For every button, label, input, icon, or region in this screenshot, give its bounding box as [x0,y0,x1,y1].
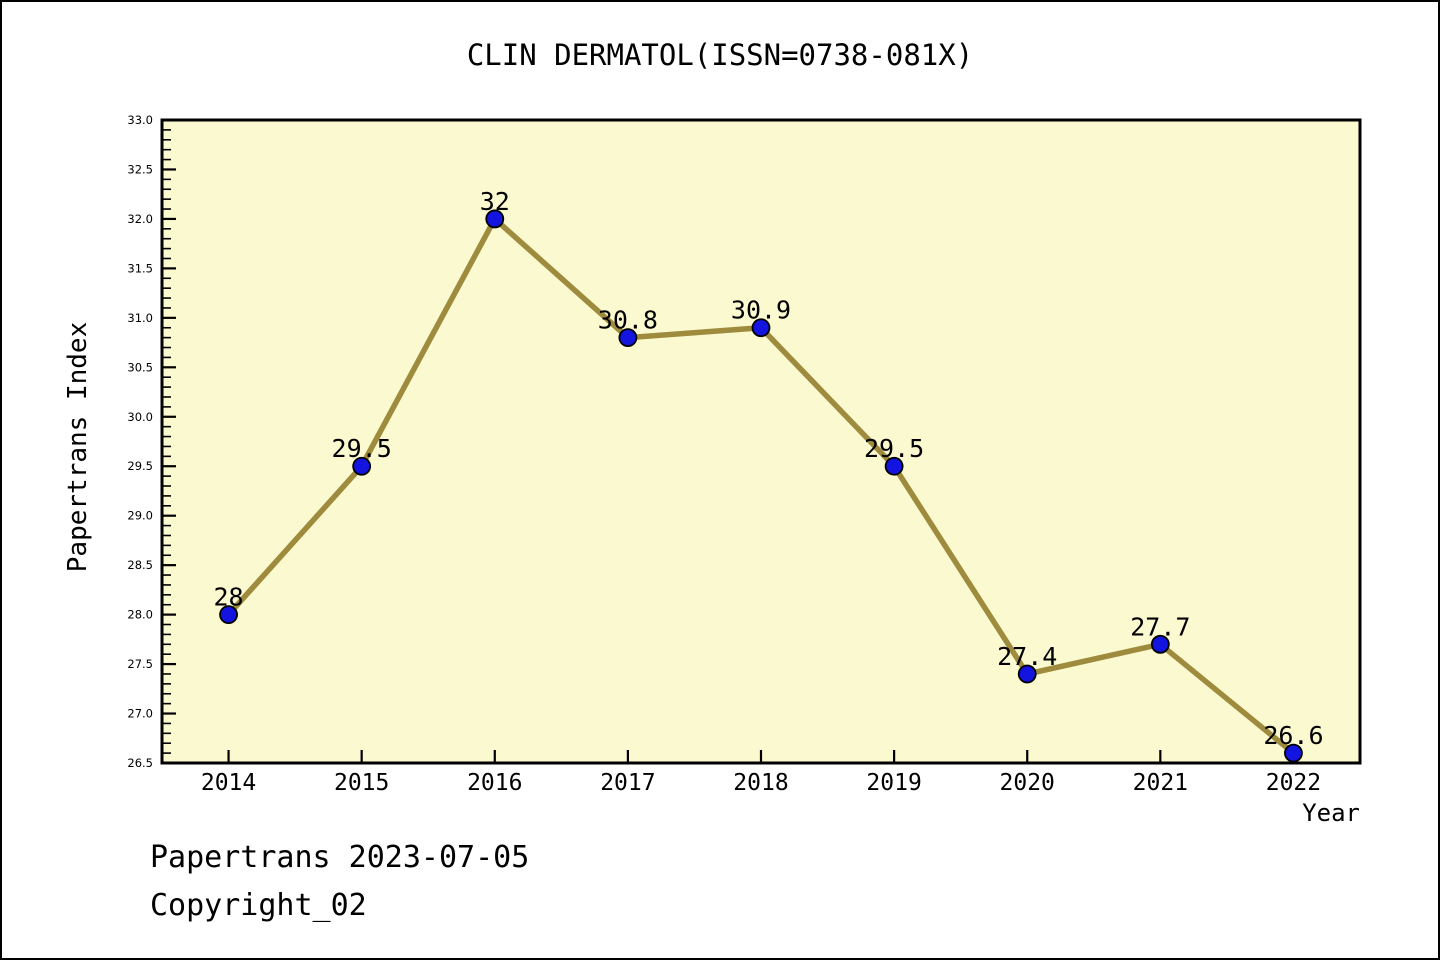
data-point-label: 26.6 [1263,721,1323,750]
y-axis-tick-label: 31.0 [127,311,153,325]
data-point [1017,664,1037,684]
data-point-label: 28 [214,583,244,612]
x-axis-tick-label: 2016 [467,770,522,796]
x-axis-tick-label: 2021 [1133,770,1188,796]
y-axis-tick-label: 27.0 [127,707,153,721]
y-axis-tick-label: 30.0 [127,410,153,424]
data-point-label: 27.4 [997,642,1057,671]
data-point [618,328,638,348]
x-axis-tick-label: 2017 [600,770,655,796]
y-axis-tick-label: 33.0 [127,113,153,127]
data-point-label: 29.5 [332,434,392,463]
data-point [884,456,904,476]
y-axis-tick-label: 28.5 [127,558,153,572]
data-point-label: 27.7 [1130,612,1190,641]
y-axis-tick-label: 28.0 [127,608,153,622]
y-axis-tick-label: 26.5 [127,756,153,770]
data-point [352,456,372,476]
data-point [1150,634,1170,654]
y-axis-tick-label: 27.5 [127,657,153,671]
x-axis-tick-label: 2020 [1000,770,1055,796]
data-point [485,209,505,229]
y-axis-tick-label: 29.0 [127,509,153,523]
data-point-label: 30.8 [598,306,658,335]
y-axis-tick-label: 29.5 [127,459,153,473]
data-point-label: 30.9 [731,296,791,325]
plot-background [162,120,1360,763]
x-axis-tick-label: 2014 [201,770,256,796]
x-axis-tick-label: 2019 [866,770,921,796]
y-axis-tick-label: 32.0 [127,212,153,226]
y-axis-tick-label: 32.5 [127,162,153,176]
data-point-label: 32 [480,187,510,216]
x-axis-tick-label: 2022 [1266,770,1321,796]
y-axis-title: Papertrans Index [63,321,93,573]
y-axis-tick-label: 30.5 [127,360,153,374]
data-point-label: 29.5 [864,434,924,463]
x-axis-tick-label: 2018 [733,770,788,796]
x-axis-tick-label: 2015 [334,770,389,796]
chart-title: CLIN DERMATOL(ISSN=0738-081X) [466,38,974,72]
x-axis-title: Year [1302,799,1360,827]
data-point [751,318,771,338]
footer-date: Papertrans 2023-07-05 [150,840,530,875]
plot-frame [160,118,1362,765]
footer-copyright: Copyright_02 [150,888,367,923]
y-axis-tick-label: 31.5 [127,261,153,275]
data-point [219,605,238,625]
